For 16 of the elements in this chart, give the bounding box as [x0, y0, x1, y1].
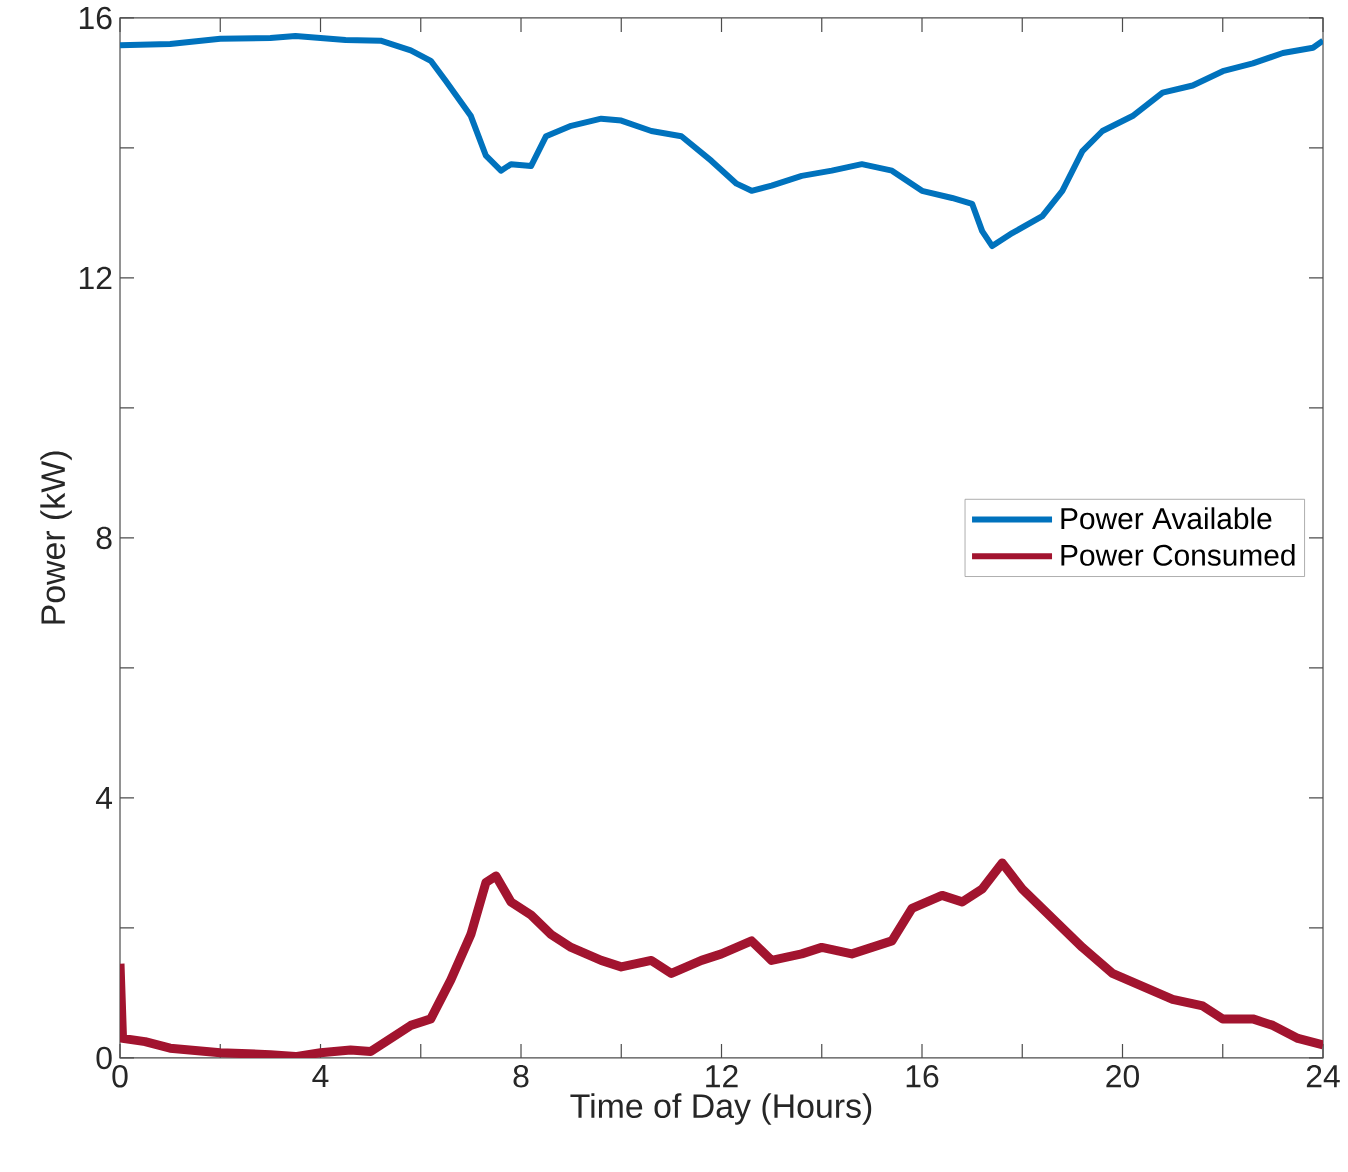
- x-tick-label: 16: [906, 1065, 939, 1088]
- x-axis-title: Time of Day (Hours): [570, 1093, 872, 1125]
- legend-label: Power Available: [1061, 507, 1272, 530]
- x-tick-label: 20: [1106, 1065, 1139, 1088]
- x-tick-label: 24: [1306, 1065, 1340, 1088]
- x-tick-label: 8: [513, 1065, 529, 1088]
- y-axis-title: Power (kW): [40, 451, 72, 624]
- y-tick-label: 4: [95, 786, 113, 809]
- legend-label: Power Consumed: [1061, 543, 1295, 566]
- x-tick-label: 0: [112, 1065, 128, 1088]
- y-tick-label: 8: [96, 526, 112, 550]
- y-tick-label: 12: [79, 266, 112, 290]
- x-tick-label: 4: [312, 1064, 329, 1087]
- x-tick-label: 12: [706, 1065, 738, 1088]
- y-tick-label: 16: [79, 6, 112, 30]
- y-tick-label: 0: [96, 1046, 112, 1070]
